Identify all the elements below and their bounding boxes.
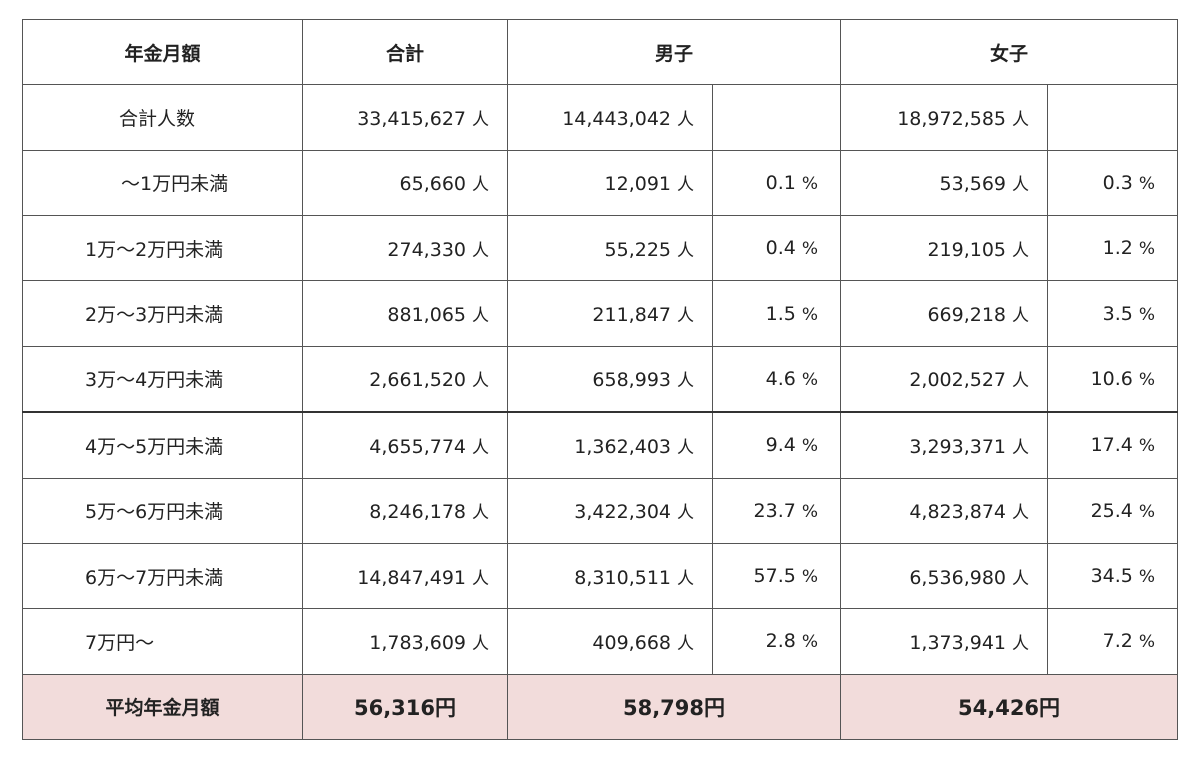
table-row: 6万～7万円未満 14,847,491 人 8,310,511 人 57.5% 6,…	[22, 542, 1179, 610]
row-female: 53,569 人	[840, 149, 1049, 217]
row-label: 3万～4万円未満	[22, 345, 303, 414]
row-male: 8,310,511 人	[507, 542, 713, 610]
total-count-male: 14,443,042 人	[507, 84, 713, 151]
row-male-pct: 4.6%	[711, 345, 842, 414]
row-label: 6万～7万円未満	[22, 542, 303, 610]
row-female-pct: 7.2%	[1047, 608, 1179, 675]
row-label: 7万円～	[22, 608, 303, 675]
row-female: 1,373,941 人	[840, 608, 1049, 675]
row-male-pct: 0.1%	[711, 149, 842, 217]
total-count-total: 33,415,627 人	[302, 84, 508, 151]
total-count-row: 合計人数 33,415,627 人 14,443,042 人 18,972,585 人	[22, 84, 1179, 151]
pension-amount-table: 年金月額 合計 男子 女子 合計人数 33,415,627 人 14,443,04…	[22, 18, 1179, 741]
header-row: 年金月額 合計 男子 女子	[22, 18, 1179, 86]
row-female-pct: 0.3%	[1047, 149, 1179, 217]
table-row: 7万円～ 1,783,609 人 409,668 人 2.8% 1,373,941 人…	[22, 608, 1179, 675]
table-row: 4万～5万円未満 4,655,774 人 1,362,403 人 9.4% 3,29…	[22, 411, 1179, 479]
average-label: 平均年金月額	[22, 673, 303, 741]
row-total: 14,847,491 人	[302, 542, 508, 610]
row-female-pct: 34.5%	[1047, 542, 1179, 610]
table-row: 2万～3万円未満 881,065 人 211,847 人 1.5% 669,218 人…	[22, 280, 1179, 347]
row-total: 4,655,774 人	[302, 411, 508, 479]
average-male: 58,798円	[506, 673, 842, 741]
row-male-pct: 57.5%	[711, 542, 842, 610]
average-row: 平均年金月額 56,316円 58,798円 54,426円	[22, 673, 1179, 741]
row-total: 8,246,178 人	[302, 477, 508, 544]
row-label: 5万～6万円未満	[22, 477, 303, 544]
table-row: 5万～6万円未満 8,246,178 人 3,422,304 人 23.7% 4,8…	[22, 477, 1179, 544]
row-female: 3,293,371 人	[840, 411, 1049, 479]
average-total: 56,316円	[302, 673, 508, 741]
row-male: 409,668 人	[507, 608, 713, 675]
table-row: 3万～4万円未満 2,661,520 人 658,993 人 4.6% 2,002,…	[22, 345, 1179, 414]
header-female: 女子	[840, 18, 1179, 86]
row-male: 211,847 人	[507, 280, 713, 347]
row-male-pct: 23.7%	[711, 477, 842, 544]
row-female-pct: 17.4%	[1047, 411, 1179, 479]
total-count-male-pct-empty	[711, 84, 842, 151]
row-female: 669,218 人	[840, 280, 1049, 347]
total-count-female-pct-empty	[1047, 84, 1179, 151]
row-male: 55,225 人	[507, 215, 713, 282]
row-male-pct: 1.5%	[711, 280, 842, 347]
header-amount: 年金月額	[22, 18, 303, 86]
header-male: 男子	[506, 18, 842, 86]
row-female: 6,536,980 人	[840, 542, 1049, 610]
header-total: 合計	[302, 18, 508, 86]
row-total: 881,065 人	[302, 280, 508, 347]
row-male: 1,362,403 人	[507, 411, 713, 479]
row-male: 12,091 人	[507, 149, 713, 217]
row-total: 1,783,609 人	[302, 608, 508, 675]
total-count-label: 合計人数	[22, 84, 303, 151]
row-label: 4万～5万円未満	[22, 411, 303, 479]
total-count-female: 18,972,585 人	[840, 84, 1049, 151]
row-female: 4,823,874 人	[840, 477, 1049, 544]
average-female: 54,426円	[840, 673, 1179, 741]
row-female-pct: 25.4%	[1047, 477, 1179, 544]
row-female: 219,105 人	[840, 215, 1049, 282]
table-row: ～1万円未満 65,660 人 12,091 人 0.1% 53,569 人 0.3%	[22, 149, 1179, 217]
row-male-pct: 2.8%	[711, 608, 842, 675]
row-label: 1万～2万円未満	[22, 215, 303, 282]
row-male-pct: 0.4%	[711, 215, 842, 282]
row-female-pct: 10.6%	[1047, 345, 1179, 414]
row-total: 65,660 人	[302, 149, 508, 217]
row-male: 3,422,304 人	[507, 477, 713, 544]
row-total: 274,330 人	[302, 215, 508, 282]
row-total: 2,661,520 人	[302, 345, 508, 414]
row-label: 2万～3万円未満	[22, 280, 303, 347]
row-female-pct: 1.2%	[1047, 215, 1179, 282]
row-male: 658,993 人	[507, 345, 713, 414]
row-male-pct: 9.4%	[711, 411, 842, 479]
table-row: 1万～2万円未満 274,330 人 55,225 人 0.4% 219,105 人 …	[22, 215, 1179, 282]
row-label: ～1万円未満	[22, 149, 303, 217]
row-female-pct: 3.5%	[1047, 280, 1179, 347]
row-female: 2,002,527 人	[840, 345, 1049, 414]
